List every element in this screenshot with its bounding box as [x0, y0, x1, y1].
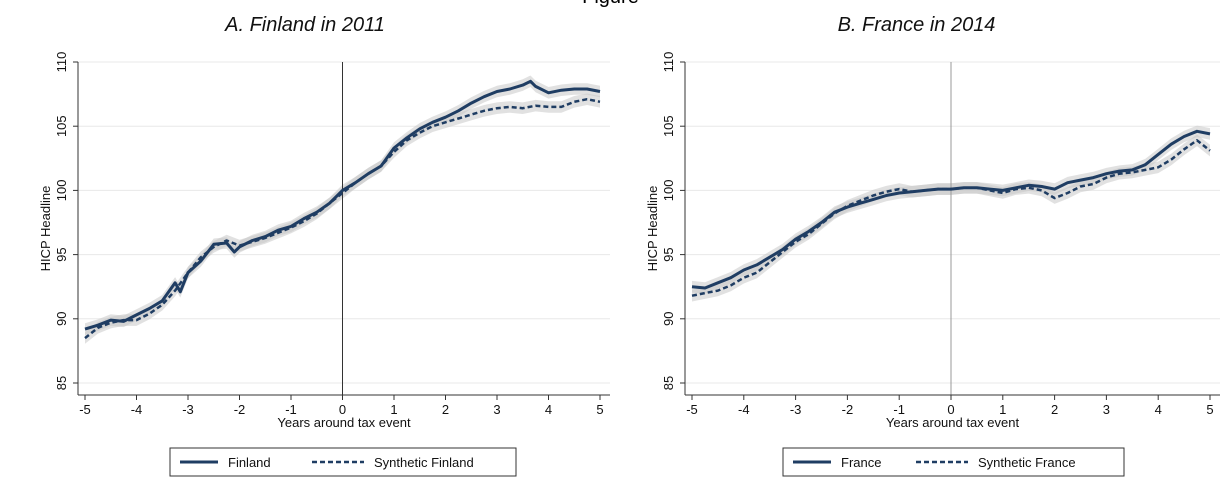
legend-box: [782, 447, 1125, 477]
y-axis-label: HICP Headline: [38, 186, 53, 272]
y-tick-label: 100: [54, 180, 69, 202]
x-tick-label: -4: [131, 402, 143, 417]
legend-box: [169, 447, 517, 477]
x-tick-label: 2: [1051, 402, 1058, 417]
y-tick-label: 110: [54, 52, 69, 73]
x-axis-label: Years around tax event: [277, 415, 411, 430]
chart-title: A. Finland in 2011: [225, 14, 385, 36]
chart-title: B. France in 2014: [837, 14, 996, 36]
x-tick-label: 1: [999, 402, 1006, 417]
plot-area: [685, 62, 1220, 395]
y-tick-label: 105: [54, 115, 69, 137]
x-tick-label: 4: [545, 402, 552, 417]
x-tick-label: -3: [790, 402, 802, 417]
x-tick-label: -2: [234, 402, 246, 417]
y-axis-label: HICP Headline: [645, 186, 660, 272]
x-tick-label: 2: [442, 402, 449, 417]
y-tick-label: 105: [661, 115, 676, 137]
y-tick-label: 90: [54, 312, 69, 326]
y-tick-label: 110: [661, 52, 676, 73]
x-tick-label: -4: [738, 402, 750, 417]
x-tick-label: -5: [686, 402, 698, 417]
plot-area: [78, 62, 610, 395]
y-tick-label: 95: [661, 247, 676, 261]
chart-panel-a: A. Finland in 2011 85 90 95 100 105 110 -5 -4 -3…: [0, 0, 610, 480]
y-tick-label: 85: [54, 376, 69, 390]
x-tick-label: -5: [79, 402, 91, 417]
x-tick-label: 3: [1103, 402, 1110, 417]
chart-svg: 85 90 95 100 105 110 -5 -4 -3 -2 -1 0 1 2 3 4 5 Years aro…: [38, 52, 610, 477]
y-tick-label: 85: [661, 376, 676, 390]
figure-title: Figure: [0, 0, 1221, 9]
x-tick-label: 1: [390, 402, 397, 417]
legend-label-actual: Finland: [228, 455, 271, 470]
chart-panel-b: B. France in 2014 85 90 95 100 105 110 -5 -4 -3-…: [612, 0, 1221, 480]
legend-label-synthetic: Synthetic France: [978, 455, 1076, 470]
x-tick-label: 0: [339, 402, 346, 417]
x-tick-label: 0: [947, 402, 954, 417]
legend-label-actual: France: [841, 455, 881, 470]
series-line-actual: [84, 79, 601, 331]
x-tick-label: 5: [1206, 402, 1213, 417]
x-tick-label: -1: [893, 402, 905, 417]
series-line-synthetic: [691, 139, 1211, 297]
x-tick-label: -3: [182, 402, 194, 417]
x-tick-label: 3: [493, 402, 500, 417]
y-tick-label: 95: [54, 247, 69, 261]
x-tick-label: -1: [285, 402, 297, 417]
x-axis-label: Years around tax event: [886, 415, 1020, 430]
series-line-synthetic: [84, 97, 601, 340]
y-tick-label: 100: [661, 180, 676, 202]
x-tick-label: 4: [1155, 402, 1162, 417]
chart-svg: 85 90 95 100 105 110 -5 -4 -3 -2 -1 0 1 2 3 4 5 Years aro…: [645, 52, 1220, 477]
y-tick-label: 90: [661, 312, 676, 326]
x-tick-label: -2: [842, 402, 854, 417]
legend-label-synthetic: Synthetic Finland: [374, 455, 474, 470]
x-tick-label: 5: [596, 402, 603, 417]
